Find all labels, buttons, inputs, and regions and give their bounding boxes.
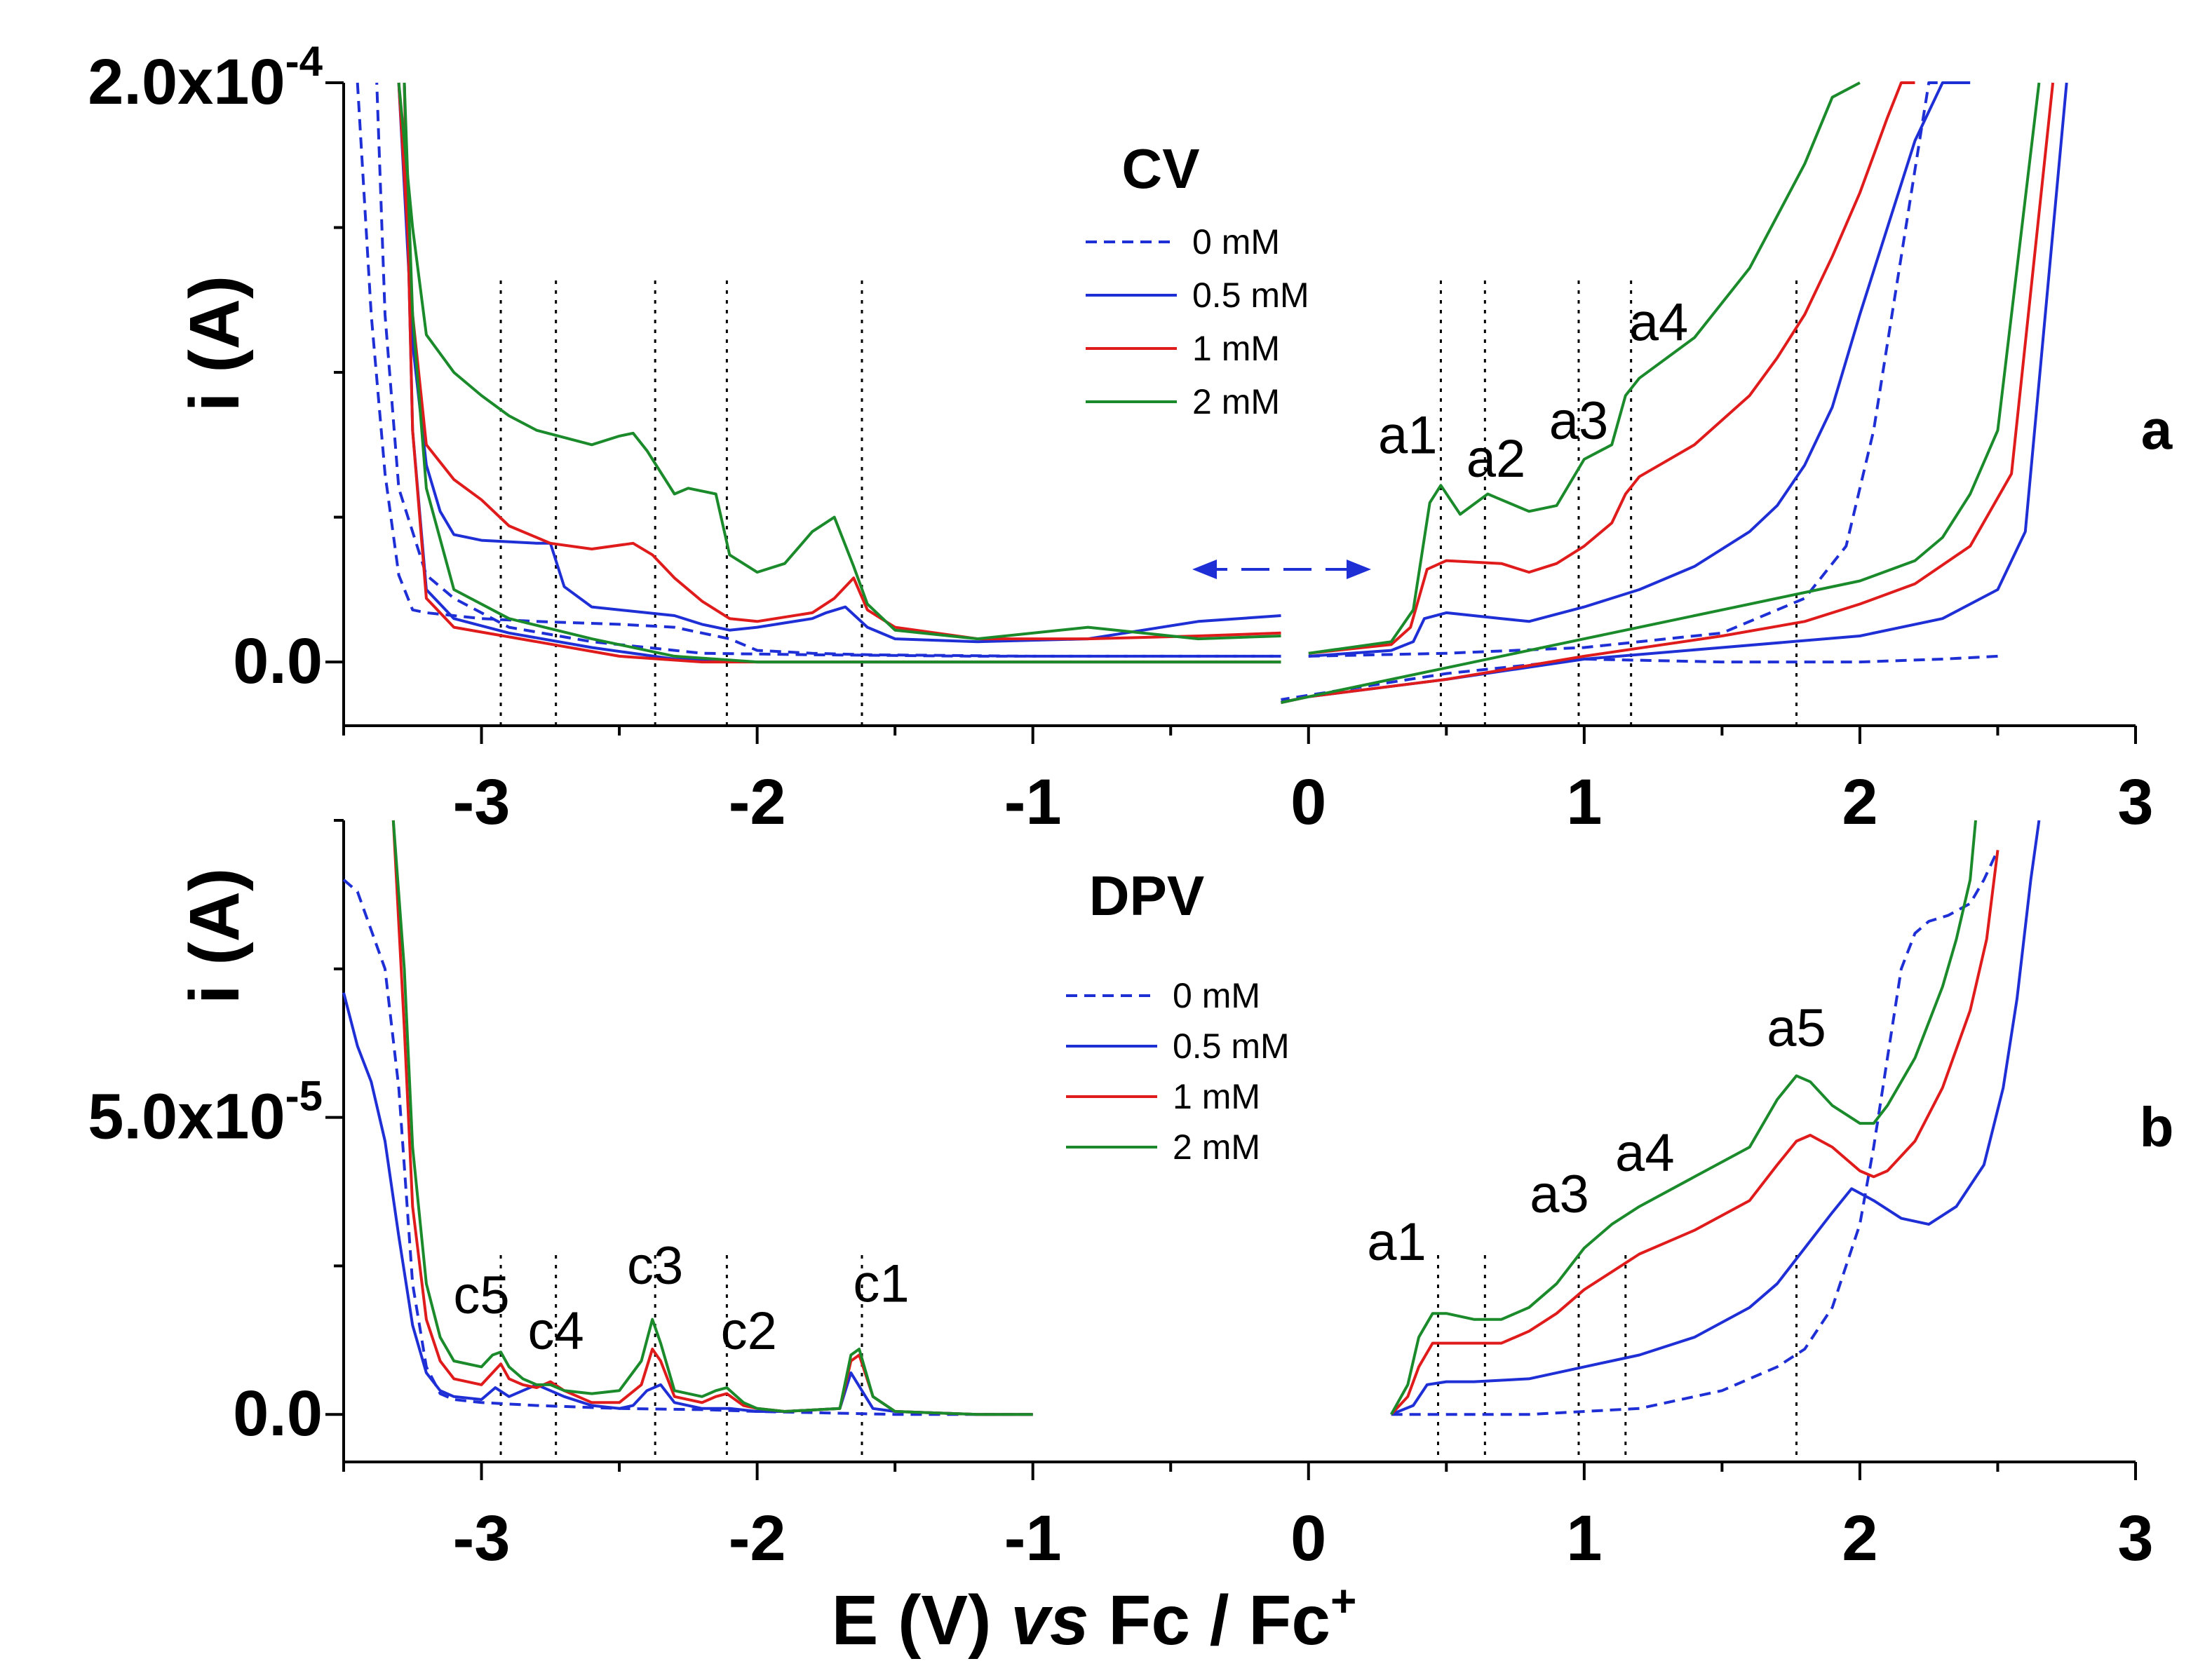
dpv-legend-label: 2 mM	[1173, 1127, 1260, 1167]
cv-series-line	[1281, 82, 2068, 704]
cv-y-tick-label: 2.0x10-4	[88, 38, 323, 118]
dpv-series-line	[1389, 820, 1977, 1416]
cv-peak-label: a1	[1378, 406, 1438, 466]
cv-series-line	[397, 82, 1281, 641]
dpv-series-line	[391, 820, 1033, 1416]
cv-series-line	[1308, 81, 1943, 658]
dpv-legend-label: 0.5 mM	[1173, 1027, 1290, 1066]
cv-x-tick-label: 2	[1842, 766, 1877, 838]
cv-x-tick-label: -1	[1004, 766, 1062, 838]
dpv-series-line	[1391, 849, 1999, 1416]
dpv-peak-label: c3	[627, 1236, 683, 1296]
scan-direction-arrow-icon	[1192, 560, 1371, 579]
cv-x-tick-label: -2	[729, 766, 786, 838]
dpv-peak-label: c4	[528, 1301, 584, 1361]
x-axis-label: E (V) vs Fc / Fc+	[832, 1576, 1357, 1660]
dpv-series-line	[342, 879, 1033, 1416]
dpv-series-line	[1390, 820, 2041, 1416]
dpv-y-axis-label: i (A)	[175, 868, 254, 1004]
cv-legend-label: 1 mM	[1192, 329, 1280, 368]
cv-legend-label: 0 mM	[1192, 222, 1280, 262]
dpv-y-tick-label: 5.0x10-5	[88, 1073, 323, 1153]
cv-series-line	[397, 82, 1281, 644]
cv-title: CV	[1121, 137, 1199, 200]
cv-series-line	[1308, 81, 1861, 655]
dpv-peak-label: c1	[853, 1254, 909, 1313]
cv-series-line	[1281, 654, 1998, 701]
cv-legend-label: 2 mM	[1192, 382, 1280, 421]
dpv-series-line	[342, 992, 1033, 1416]
cv-peak-label: a3	[1549, 391, 1609, 451]
cv-x-tick-label: 3	[2117, 766, 2153, 838]
cv-series-line	[375, 82, 1281, 658]
dpv-peak-label: a5	[1767, 998, 1826, 1058]
dpv-x-tick-label: -2	[729, 1503, 786, 1574]
dpv-x-tick-label: -1	[1004, 1503, 1062, 1574]
dpv-peak-label: a1	[1367, 1212, 1427, 1272]
dpv-legend-label: 1 mM	[1173, 1077, 1260, 1116]
cv-series-line	[403, 82, 1281, 664]
cv-panel-letter: a	[2141, 398, 2173, 461]
dpv-peak-label: a3	[1530, 1165, 1589, 1224]
dpv-y-tick-label: 0.0	[233, 1378, 323, 1449]
dpv-panel-letter: b	[2140, 1096, 2174, 1158]
dpv-x-tick-label: 1	[1566, 1503, 1602, 1574]
cv-series-line	[1281, 82, 2041, 704]
cv-x-tick-label: 0	[1290, 766, 1326, 838]
dpv-peak-label: a4	[1615, 1123, 1675, 1183]
dpv-peak-label: c5	[453, 1266, 509, 1325]
cv-peak-label: a4	[1629, 293, 1689, 353]
dpv-x-tick-label: -3	[453, 1503, 511, 1574]
dpv-title: DPV	[1089, 865, 1205, 927]
cv-series-line	[1281, 82, 2055, 704]
dpv-panel: -3 -2 -1 0 1 2 3 5.0x10-5 0.0 i (A) DPV b 0 mM 0.5 mM…	[88, 819, 2174, 1660]
cv-x-tick-label: -3	[453, 766, 511, 838]
cv-x-tick-label: 1	[1566, 766, 1602, 838]
cv-series-line	[397, 82, 1281, 641]
cv-panel: -3 -2 -1 0 1 2 3 2.0x10-4 0.0 i (A) CV a 0 mM 0.5 mM 1…	[88, 38, 2173, 838]
cv-y-tick-label: 0.0	[233, 625, 323, 697]
dpv-x-tick-label: 2	[1842, 1503, 1877, 1574]
dpv-legend-label: 0 mM	[1173, 976, 1260, 1015]
cv-series-line	[1308, 81, 1915, 655]
dpv-x-tick-label: 3	[2117, 1503, 2153, 1574]
cv-legend-label: 0.5 mM	[1192, 276, 1309, 315]
dpv-peak-label: c2	[721, 1301, 777, 1361]
dpv-series-line	[1390, 850, 1999, 1416]
cv-series-line	[356, 82, 1281, 658]
cv-y-axis-label: i (A)	[175, 276, 254, 412]
cv-series-line	[1308, 81, 1971, 658]
cv-peak-label: a2	[1466, 429, 1526, 489]
dpv-x-tick-label: 0	[1290, 1503, 1326, 1574]
